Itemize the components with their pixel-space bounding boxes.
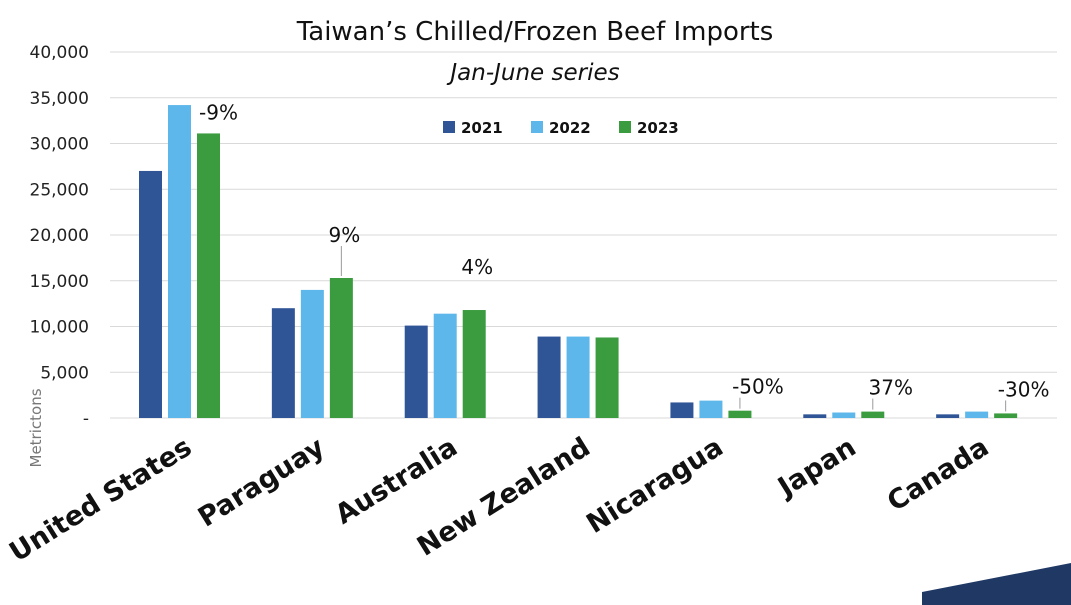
bar-2021-united-states [139,170,162,418]
bar-2022-new-zealand [566,336,590,418]
legend-swatch [531,121,543,133]
change-annotation: 9% [328,223,360,247]
bar-2023-nicaragua [728,410,752,418]
bar-2021-nicaragua [670,402,694,418]
bar-2023-australia [462,310,486,418]
y-tick-label: 10,000 [30,318,89,338]
bar-2023-united-states [197,133,220,418]
category-label: Japan [771,432,861,504]
y-tick-label: 5,000 [40,363,89,383]
legend: 2021 2022 2023 [443,119,679,137]
chart-title: Taiwan’s Chilled/Frozen Beef Imports [296,17,774,47]
bar-2022-paraguay [300,289,324,418]
bar-2022-australia [433,313,457,418]
category-label: Nicaragua [581,432,728,540]
category-label: Paraguay [193,431,330,533]
corner-decoration [922,563,1071,605]
change-annotation: -50% [732,375,784,399]
y-tick-label: 20,000 [30,226,89,246]
y-axis-label: Metrictons [27,388,45,467]
change-annotation: -30% [998,377,1050,401]
y-tick-label: 40,000 [30,43,89,63]
legend-swatch [619,121,631,133]
legend-label: 2023 [637,119,679,137]
bar-2023-japan [861,411,885,418]
bar-2021-new-zealand [537,336,561,418]
bars [139,105,1018,418]
y-tick-label: 15,000 [30,272,89,292]
category-label: Canada [882,432,994,518]
bar-2021-australia [404,325,428,418]
bar-2022-united-states [168,105,191,418]
y-tick-label: 25,000 [30,180,89,200]
bar-2023-paraguay [329,278,353,418]
change-annotation: -9% [199,100,238,124]
gridlines [110,51,1057,419]
legend-label: 2021 [461,119,503,137]
change-annotation: 4% [461,255,493,279]
bar-2022-canada [965,411,989,418]
bar-2022-japan [832,412,856,418]
y-tick-label: 35,000 [30,89,89,109]
bar-2021-paraguay [271,308,295,418]
chart-subtitle: Jan-June series [446,60,619,86]
bar-2021-canada [936,414,960,418]
y-axis-ticks: - 5,000 10,000 15,000 20,000 25,000 30,000 35,0… [30,43,89,429]
y-tick-label: 30,000 [30,135,89,155]
legend-swatch [443,121,455,133]
bar-2023-canada [994,413,1018,418]
y-tick-label: - [83,409,89,429]
bar-2021-japan [803,414,827,418]
legend-label: 2022 [549,119,591,137]
bar-2023-new-zealand [595,337,619,418]
bar-2022-nicaragua [699,400,723,418]
annotations: -9% 9% 4% -50% 37% -30% [199,100,1050,412]
change-annotation: 37% [869,376,913,400]
